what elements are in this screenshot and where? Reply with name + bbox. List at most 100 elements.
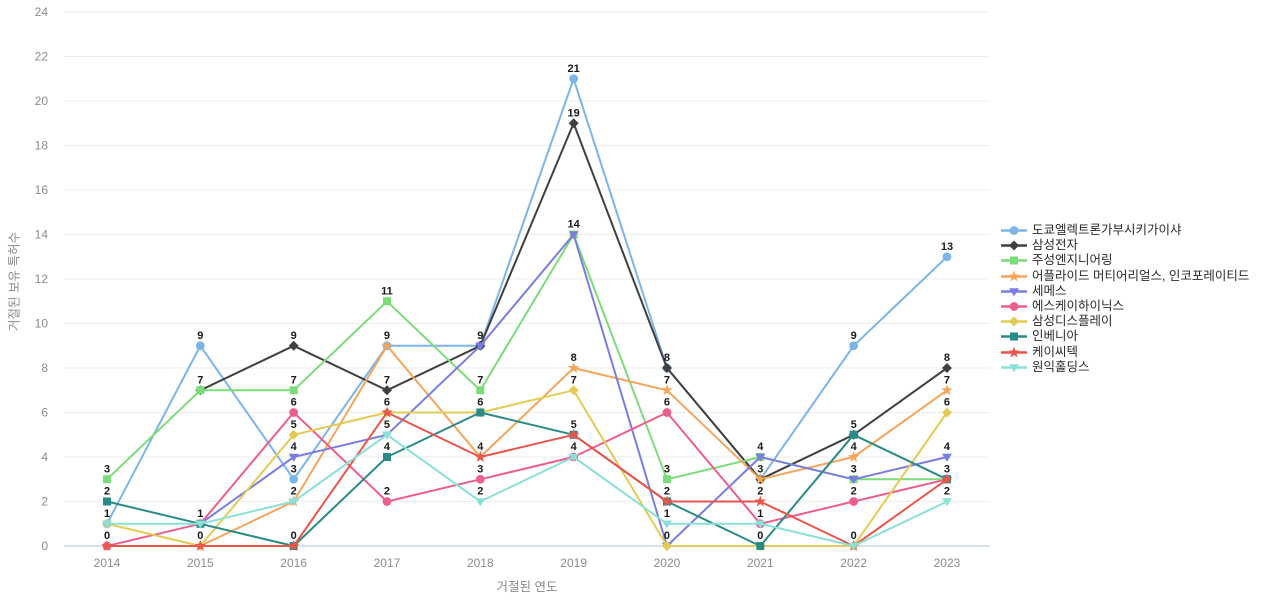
data-point-tokyo-electron-2019: [569, 74, 579, 84]
data-label: 5: [384, 419, 390, 431]
y-tick-label: 8: [41, 361, 48, 375]
data-point-jusung-engineering-2015: [196, 386, 205, 395]
data-point-kctech-2017: [381, 406, 393, 418]
data-label: 9: [384, 330, 390, 342]
data-label: 3: [104, 463, 110, 475]
legend-item-semes[interactable]: 세메스: [1001, 284, 1249, 299]
data-point-sk-hynix-2020: [662, 408, 672, 417]
legend-item-samsung-electronics[interactable]: 삼성전자: [1001, 238, 1249, 253]
data-label: 3: [851, 463, 857, 475]
data-point-semes-2019: [568, 231, 579, 240]
data-label: 3: [944, 463, 950, 475]
legend-marker-shape: [1009, 302, 1019, 311]
y-tick-label: 4: [41, 450, 48, 464]
legend-marker-shape: [1010, 332, 1018, 341]
x-tick-label: 2014: [94, 556, 121, 570]
y-tick-label: 10: [35, 317, 49, 331]
data-point-wonik-holdings-2020: [661, 520, 672, 529]
data-label: 1: [197, 508, 203, 520]
data-label: 8: [664, 352, 670, 364]
data-point-jusung-engineering-2020: [662, 475, 671, 484]
data-point-samsung-electronics-2016: [288, 340, 299, 351]
legend-item-kctech[interactable]: 케이씨텍: [1001, 345, 1249, 360]
series-line-kctech: [107, 411, 948, 547]
legend-marker-shape: [1009, 226, 1019, 235]
data-point-semes-2021: [755, 453, 766, 462]
data-point-kctech-2014: [101, 540, 113, 551]
data-label: 7: [664, 374, 670, 386]
data-point-semes-2022: [848, 476, 859, 485]
data-point-samsung-display-2016: [288, 429, 299, 440]
data-point-wonik-holdings-2022: [848, 542, 859, 551]
legend-item-invenia[interactable]: 인베니아: [1001, 329, 1249, 344]
y-tick-label: 2: [41, 495, 48, 509]
data-label: 4: [851, 441, 858, 453]
data-label: 3: [477, 463, 483, 475]
series-line-invenia: [106, 411, 948, 547]
data-label: 0: [757, 530, 763, 542]
data-point-kctech-2015: [194, 540, 207, 551]
data-point-invenia-2018: [476, 408, 485, 417]
data-label: 4: [571, 441, 578, 453]
legend-item-samsung-display[interactable]: 삼성디스플레이: [1001, 314, 1249, 329]
data-label: 1: [664, 508, 670, 520]
legend-label: 어플라이드 머티어리얼스, 인코포레이티드: [1032, 268, 1250, 283]
data-point-sk-hynix-2016: [289, 408, 299, 417]
data-point-samsung-display-2019: [568, 385, 579, 396]
legend-item-jusung-engineering[interactable]: 주성엔지니어링: [1001, 253, 1249, 268]
legend-marker-diamond-icon: [1001, 316, 1027, 327]
legend-marker-shape: [1009, 240, 1019, 251]
data-point-wonik-holdings-2014: [102, 520, 112, 529]
data-point-kctech-2021: [754, 495, 767, 507]
data-label: 9: [197, 330, 203, 342]
x-tick-label: 2021: [747, 556, 774, 570]
series-line-wonik-holdings: [107, 433, 948, 547]
data-label: 2: [757, 486, 763, 498]
data-point-wonik-holdings-2021: [755, 520, 766, 529]
chart-legend: 도쿄엘렉트론가부시키가이샤 삼성전자 주성엔지니어링 어플라이드 머티어리얼스, 인코…: [1001, 223, 1249, 375]
data-point-applied-materials-2023: [941, 384, 953, 396]
data-point-applied-materials-2019: [567, 362, 580, 373]
data-label: 7: [944, 374, 950, 386]
y-tick-label: 20: [35, 94, 49, 108]
data-label: 6: [664, 397, 670, 409]
data-label: 4: [757, 441, 764, 453]
y-tick-label: 14: [35, 228, 49, 242]
y-tick-label: 24: [35, 5, 49, 19]
data-label: 4: [291, 441, 298, 453]
data-label: 7: [571, 374, 577, 386]
y-axis-title: 거절된 보유 특허수: [7, 232, 22, 331]
legend-marker-star-icon: [1001, 270, 1027, 282]
legend-label: 케이씨텍: [1032, 344, 1079, 359]
legend-label: 세메스: [1032, 283, 1067, 298]
y-tick-label: 22: [35, 50, 49, 64]
x-tick-label: 2016: [280, 556, 307, 570]
data-label: 0: [851, 530, 857, 542]
data-point-tokyo-electron-2022: [849, 341, 859, 351]
data-point-samsung-display-2023: [941, 407, 952, 418]
legend-item-applied-materials[interactable]: 어플라이드 머티어리얼스, 인코포레이티드: [1001, 269, 1249, 284]
data-label: 2: [477, 486, 483, 498]
y-tick-label: 18: [35, 139, 49, 153]
legend-marker-diamond-icon: [1001, 240, 1027, 251]
data-point-applied-materials-2022: [847, 451, 860, 462]
data-label: 7: [197, 374, 203, 386]
legend-label: 원익홀딩스: [1032, 359, 1090, 374]
data-point-kctech-2019: [567, 428, 580, 440]
data-point-wonik-holdings-2015: [195, 520, 206, 529]
legend-item-tokyo-electron[interactable]: 도쿄엘렉트론가부시키가이샤: [1001, 223, 1249, 238]
data-label: 6: [944, 397, 950, 409]
series-line-sk-hynix: [106, 411, 948, 547]
data-label: 4: [477, 441, 484, 453]
x-axis-title: 거절된 연도: [496, 580, 558, 594]
data-point-applied-materials-2020: [661, 384, 673, 396]
data-point-semes-2018: [475, 342, 486, 351]
legend-item-sk-hynix[interactable]: 에스케이하이닉스: [1001, 299, 1249, 314]
legend-marker-square-icon: [1001, 256, 1027, 265]
data-label: 5: [571, 419, 577, 431]
data-label: 5: [291, 419, 297, 431]
data-point-tokyo-electron-2023: [942, 252, 952, 262]
data-point-sk-hynix-2022: [849, 497, 859, 506]
legend-item-wonik-holdings[interactable]: 원익홀딩스: [1001, 360, 1249, 375]
